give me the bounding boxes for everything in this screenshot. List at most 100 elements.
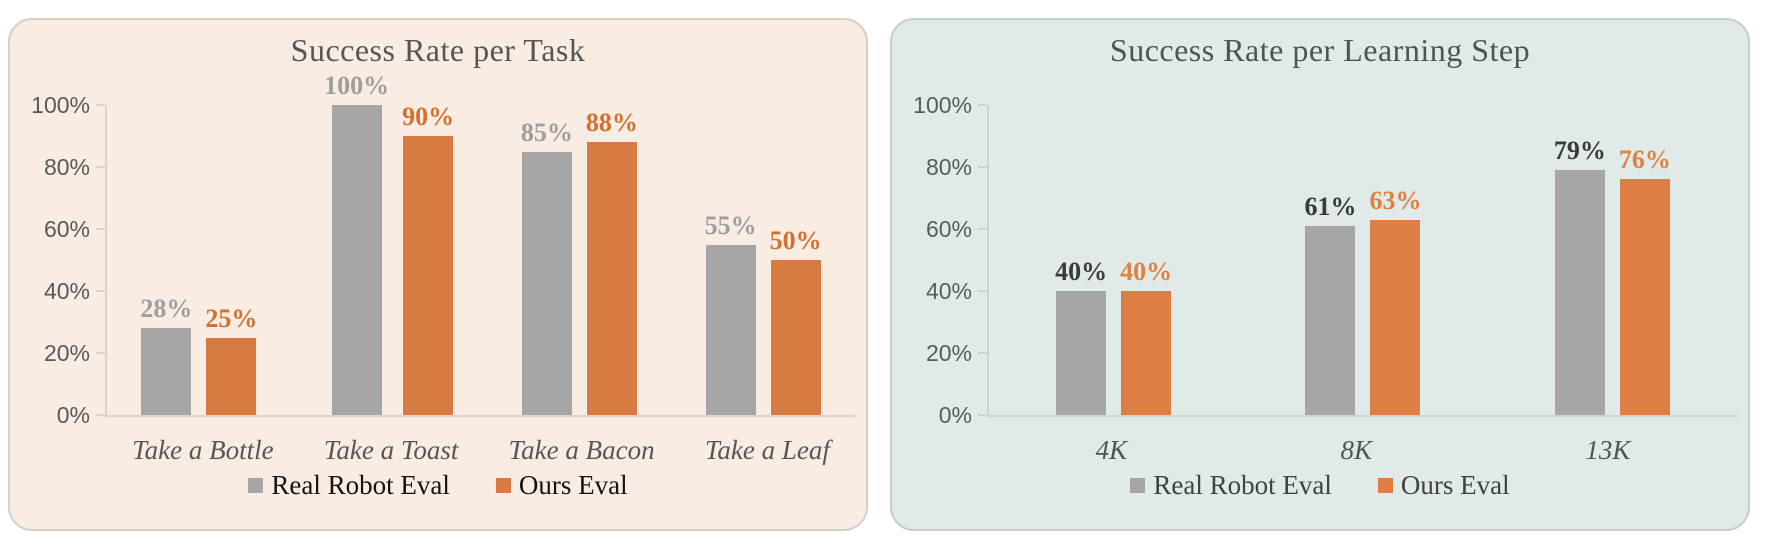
- bar-ours-eval: [1370, 219, 1421, 415]
- y-axis-tick-label: 20%: [925, 340, 972, 366]
- plot-area: 28% 25% 100% 90% 85% 88% 55% 50%: [107, 73, 855, 415]
- y-axis-tick: [978, 352, 987, 354]
- bar-ours-eval: [1121, 291, 1172, 415]
- bar-group: 55% 50%: [704, 210, 822, 415]
- bar-with-label: 90%: [402, 104, 454, 415]
- y-axis-line: [105, 105, 107, 415]
- bar-with-label: 100%: [324, 73, 389, 415]
- bar-ours-eval: [403, 136, 454, 415]
- legend-label: Real Robot Eval: [1153, 470, 1332, 500]
- x-axis-line: [987, 415, 1737, 417]
- legend-item: Real Robot Eval: [248, 470, 450, 500]
- bar-with-label: 85%: [520, 117, 573, 415]
- bar-ours-eval: [586, 142, 637, 415]
- x-category-label: Take a Leaf: [704, 435, 830, 465]
- bar-value-label: 85%: [520, 117, 573, 147]
- legend-label: Ours Eval: [518, 470, 628, 500]
- bar-with-label: 25%: [205, 303, 258, 415]
- bar-with-label: 79%: [1554, 138, 1606, 415]
- plot-area: 40% 40% 61% 63% 79% 76%: [989, 105, 1737, 415]
- bar-with-label: 40%: [1055, 259, 1107, 415]
- y-axis-tick: [978, 228, 987, 230]
- bar-real-robot-eval: [521, 151, 572, 415]
- legend-label: Ours Eval: [1400, 470, 1510, 500]
- y-axis-tick-label: 0%: [56, 402, 90, 428]
- bar-with-label: 88%: [586, 110, 638, 415]
- bar-value-label: 76%: [1618, 145, 1671, 175]
- bar-ours-eval: [770, 260, 821, 415]
- bar-real-robot-eval: [1056, 291, 1107, 415]
- legend-label: Real Robot Eval: [271, 470, 450, 500]
- x-axis-labels: 4K 8K 13K: [989, 435, 1737, 466]
- y-axis-tick: [96, 228, 105, 230]
- y-axis-tick-label: 60%: [43, 216, 90, 242]
- y-axis-tick: [978, 166, 987, 168]
- y-axis-tick-label: 40%: [925, 278, 972, 304]
- y-axis-tick-label: 0%: [938, 402, 972, 428]
- bar-group: 100% 90%: [324, 73, 454, 415]
- bar-with-label: 63%: [1369, 185, 1422, 415]
- bar-value-label: 28%: [140, 294, 193, 324]
- y-axis-tick: [96, 352, 105, 354]
- legend-swatch-real-robot-eval: [1130, 478, 1146, 493]
- bar-group: 28% 25%: [140, 296, 257, 415]
- bar-with-label: 28%: [140, 296, 192, 415]
- y-axis-tick-label: 80%: [925, 154, 972, 180]
- chart-panel-success-rate-per-learning-step: Success Rate per Learning Step 0% 20% 40% 6…: [890, 18, 1750, 531]
- y-axis-tick: [96, 104, 105, 106]
- legend-swatch-ours-eval: [495, 478, 511, 493]
- x-category-label: Take a Bacon: [508, 435, 655, 465]
- bar-value-label: 40%: [1055, 257, 1108, 286]
- y-axis-tick-label: 20%: [43, 340, 90, 366]
- legend: Real Robot Eval Ours Eval: [10, 472, 866, 499]
- bar-group: 85% 88%: [521, 110, 638, 415]
- bar-value-label: 25%: [205, 303, 258, 333]
- bar-group: 40% 40%: [1055, 259, 1172, 415]
- bar-value-label: 55%: [704, 210, 757, 240]
- y-axis-tick-label: 100%: [31, 92, 90, 118]
- bar-value-label: 79%: [1553, 136, 1606, 166]
- y-axis-tick: [96, 414, 105, 416]
- chart-title: Success Rate per Task: [290, 32, 586, 68]
- bar-group: 79% 76%: [1554, 138, 1671, 415]
- bar-value-label: 90%: [402, 102, 455, 131]
- bar-real-robot-eval: [1554, 170, 1605, 415]
- y-axis-tick-label: 100%: [913, 92, 972, 118]
- x-category-label: 8K: [1340, 435, 1372, 465]
- y-axis-line: [987, 105, 989, 415]
- legend-item: Ours Eval: [1377, 470, 1510, 500]
- y-axis-tick-label: 60%: [925, 216, 972, 242]
- bar-value-label: 100%: [324, 71, 390, 100]
- bar-group: 61% 63%: [1304, 185, 1422, 415]
- bar-real-robot-eval: [331, 105, 382, 415]
- x-category-label: 13K: [1585, 435, 1631, 465]
- bar-value-label: 63%: [1369, 185, 1422, 215]
- legend: Real Robot Eval Ours Eval: [892, 472, 1748, 499]
- x-category-label: 4K: [1095, 435, 1128, 465]
- bar-with-label: 40%: [1120, 259, 1172, 415]
- x-axis-line: [105, 415, 855, 417]
- legend-swatch-ours-eval: [1377, 478, 1393, 493]
- bar-with-label: 55%: [704, 210, 757, 415]
- bar-with-label: 76%: [1619, 147, 1671, 415]
- y-axis-tick-label: 40%: [43, 278, 90, 304]
- y-axis-tick: [978, 104, 987, 106]
- bar-value-label: 50%: [769, 226, 822, 255]
- y-axis-tick: [978, 414, 987, 416]
- bar-with-label: 50%: [770, 228, 822, 415]
- x-category-label: Take a Bottle: [132, 435, 274, 465]
- chart-panel-success-rate-per-task: Success Rate per Task 0% 20% 40% 60% 80% 100%…: [8, 18, 868, 531]
- y-axis-tick-label: 80%: [43, 154, 90, 180]
- y-axis-tick: [96, 166, 105, 168]
- bar-real-robot-eval: [1305, 225, 1356, 415]
- legend-swatch-real-robot-eval: [248, 478, 264, 493]
- bar-ours-eval: [206, 337, 257, 415]
- chart-title: Success Rate per Learning Step: [1109, 32, 1531, 68]
- bar-with-label: 61%: [1304, 191, 1357, 415]
- legend-item: Ours Eval: [495, 470, 628, 500]
- bar-value-label: 61%: [1304, 191, 1357, 221]
- bar-value-label: 88%: [585, 108, 638, 138]
- bar-ours-eval: [1619, 179, 1670, 415]
- x-axis-labels: Take a Bottle Take a Toast Take a Bacon Tak…: [107, 435, 855, 466]
- y-axis-tick: [96, 290, 105, 292]
